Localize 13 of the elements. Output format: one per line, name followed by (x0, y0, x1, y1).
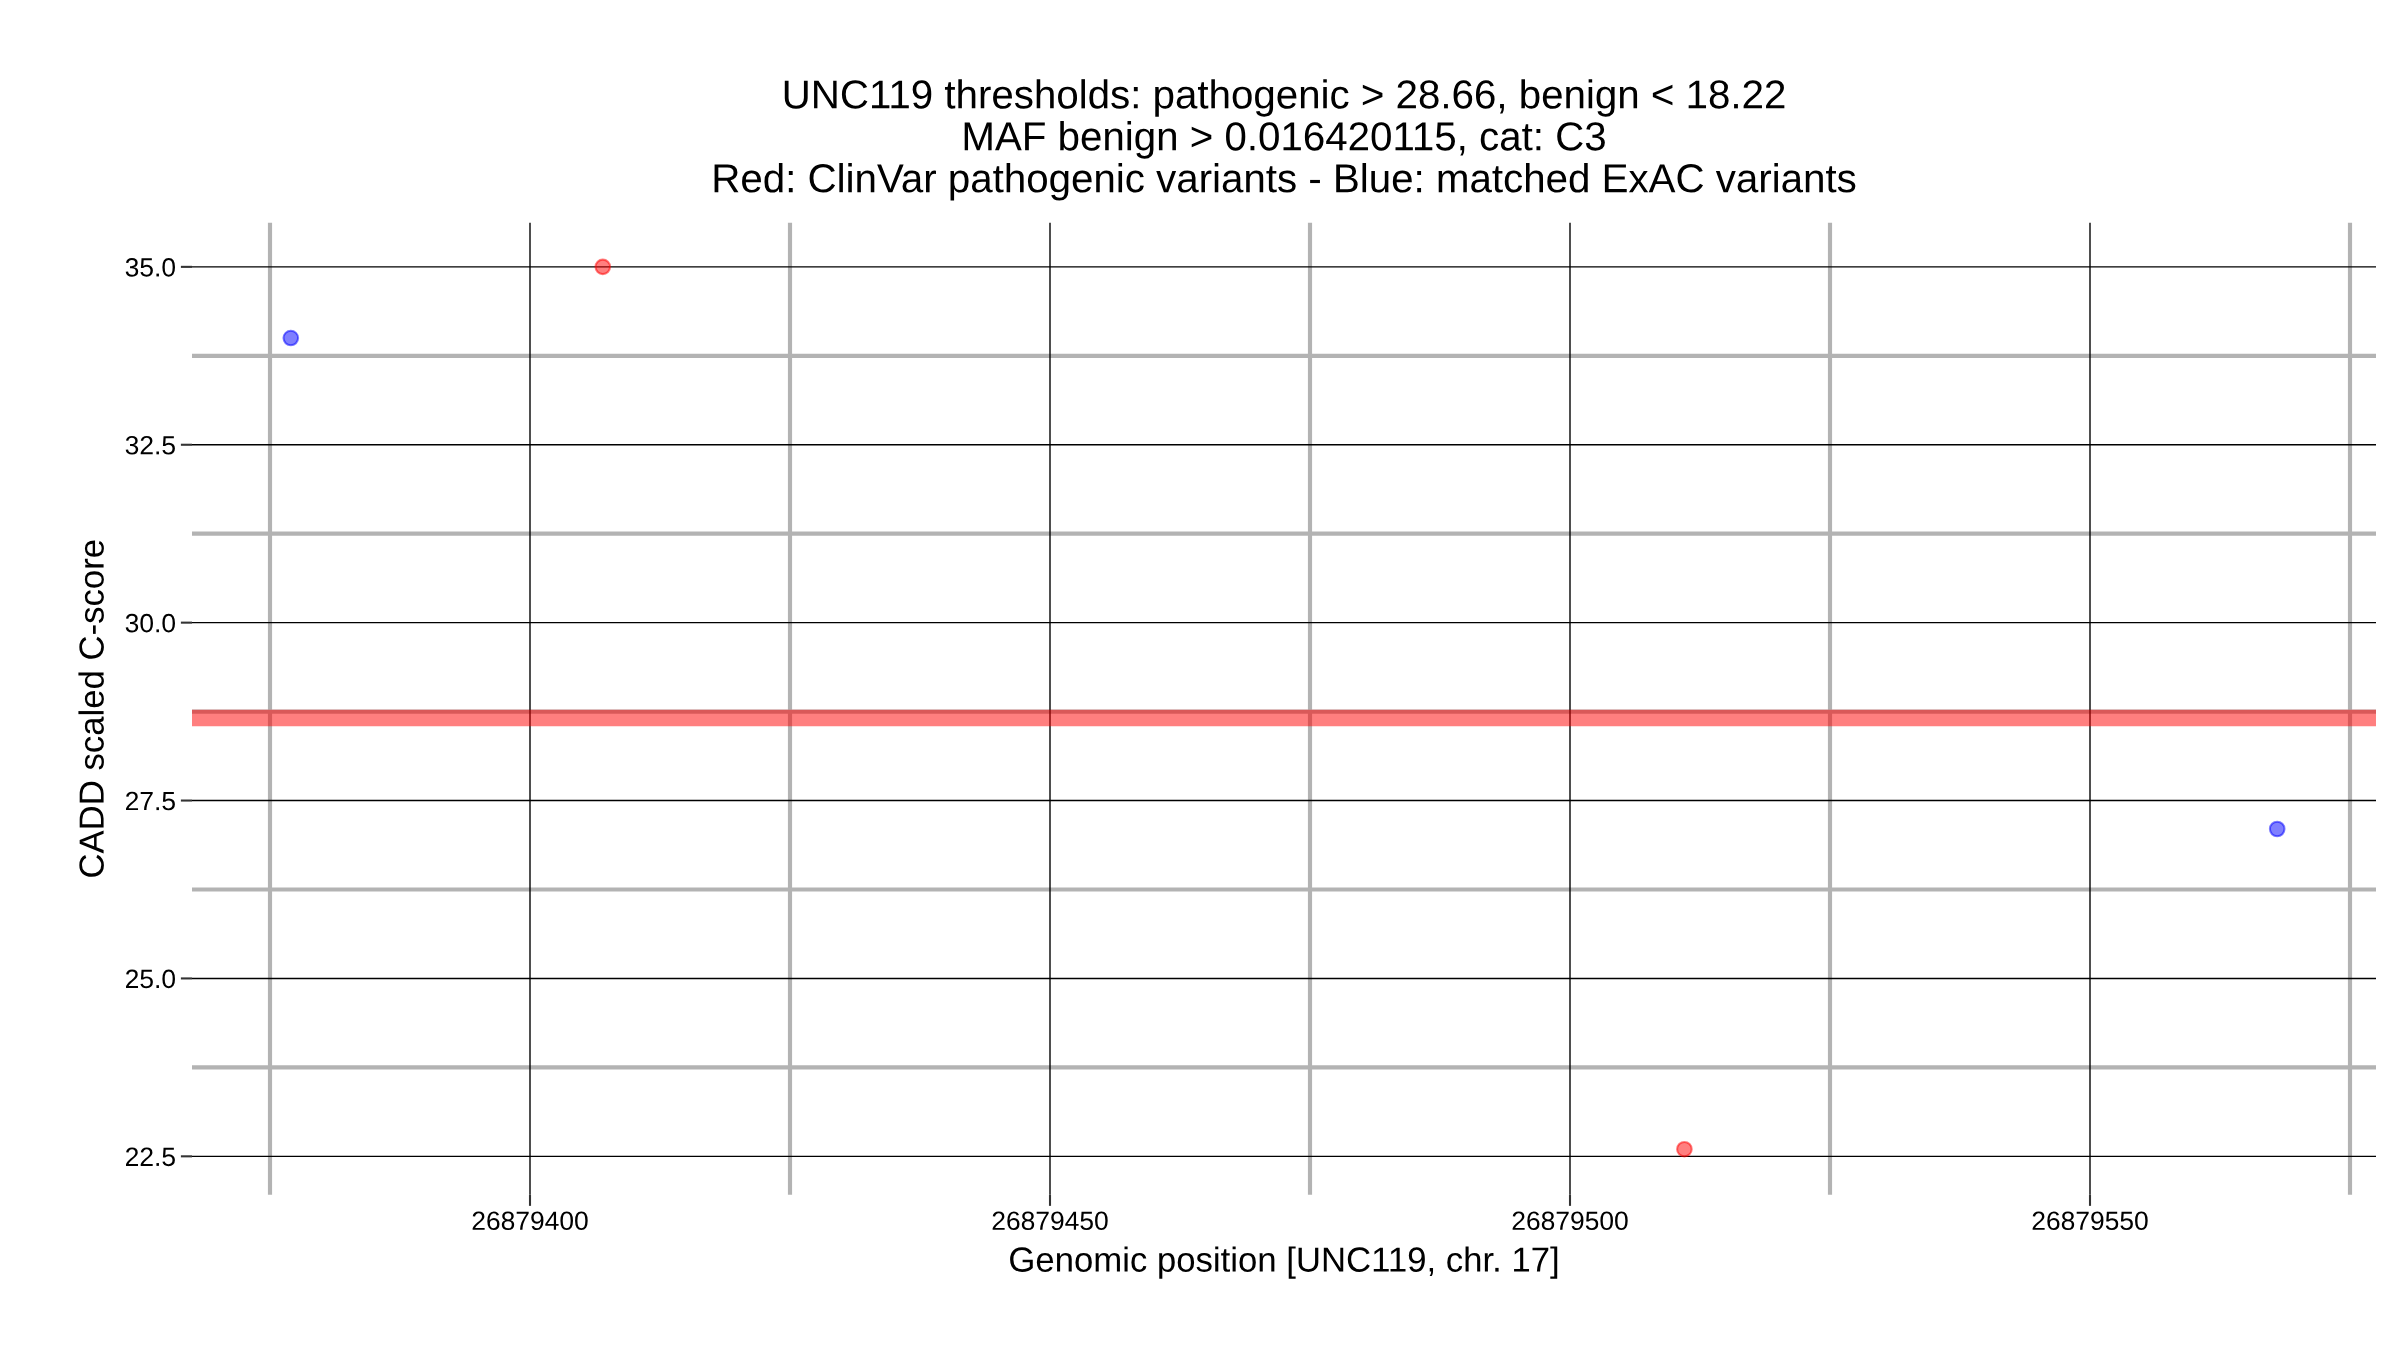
x-axis-title: Genomic position [UNC119, chr. 17] (1010, 1246, 1558, 1279)
y-tick-label: 35.0 (125, 258, 175, 277)
x-tick-label: 26879400 (472, 1211, 588, 1231)
y-tick-label: 27.5 (126, 791, 175, 811)
y-tick-label: 30.0 (125, 613, 175, 633)
x-tick-label: 26879450 (992, 1211, 1108, 1231)
chart-title: UNC119 thresholds: pathogenic > 28.66, benign < 18.22 MAF benign > 0.016420115, cat: C3 Red: ClinVar pathogenic variants - Blue: matched ExAC variants (714, 79, 1856, 201)
y-tick-label: 32.5 (125, 435, 175, 455)
x-tick-label: 26879500 (1512, 1211, 1628, 1231)
y-axis-title: CADD scaled C-score (78, 540, 104, 877)
x-tick-label: 26879550 (2032, 1211, 2148, 1231)
y-tick-label: 22.5 (126, 1147, 175, 1167)
y-tick-label: 25.0 (126, 969, 175, 989)
